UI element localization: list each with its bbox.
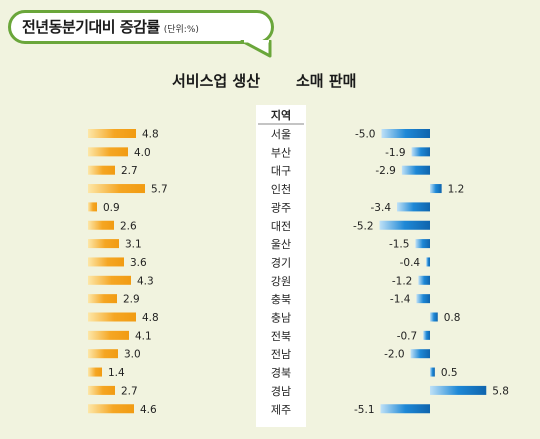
service-bar [88,385,115,395]
region-column-panel [256,105,306,427]
service-value-label: 0.9 [103,202,120,214]
retail-value-label: -2.9 [375,165,396,177]
service-bar [88,367,102,377]
service-bar [88,239,119,249]
region-label: 서울 [271,128,291,141]
retail-bar [381,129,430,138]
service-value-label: 4.3 [137,275,154,287]
service-bar [88,202,97,212]
region-label: 울산 [271,238,291,251]
retail-bar [379,220,430,230]
region-label: 부산 [271,146,291,159]
service-bar [88,404,134,414]
service-bar [88,220,114,230]
retail-value-label: -2.0 [384,349,405,361]
region-label: 대전 [271,220,291,233]
region-label: 충남 [271,312,291,325]
service-bar [88,275,131,285]
service-value-label: 5.7 [151,184,168,196]
retail-value-label: 0.5 [441,367,458,379]
retail-value-label: -1.4 [390,294,411,306]
chart-title-text: 전년동분기대비 증감률 [22,18,160,36]
region-label: 전남 [271,348,291,361]
region-label: 경기 [271,256,291,269]
title-bubble [8,10,274,44]
retail-bar [423,330,430,340]
region-label: 대구 [271,165,291,178]
retail-bar [418,275,430,285]
service-value-label: 3.6 [130,257,147,269]
retail-value-label: -1.5 [389,239,410,251]
service-bar [88,257,124,267]
retail-value-label: -5.1 [354,404,375,416]
service-bar [88,330,129,340]
region-label: 강원 [271,275,291,288]
retail-bar [430,367,435,377]
region-column-header: 지역 [271,108,291,122]
retail-bar [380,404,430,414]
bubble-tail-icon [240,40,272,58]
retail-value-label: -0.4 [400,257,421,269]
retail-header: 소매 판매 [296,72,357,90]
retail-value-label: 1.2 [448,184,465,196]
service-bar [88,294,117,304]
region-label: 인천 [271,182,291,196]
retail-bar [416,294,430,304]
region-label: 경북 [271,367,291,380]
retail-bar [410,349,430,359]
service-value-label: 4.1 [135,330,152,342]
retail-bar [411,147,430,157]
service-value-label: 2.9 [123,294,140,306]
service-value-label: 2.7 [121,165,138,177]
service-value-label: 2.7 [121,385,138,397]
retail-value-label: 0.8 [444,312,461,324]
region-label: 광주 [271,201,291,214]
region-label: 경남 [271,385,291,398]
service-bar [88,349,118,359]
service-value-label: 4.8 [142,129,159,141]
region-label: 제주 [271,403,291,416]
service-value-label: 1.4 [108,367,125,379]
service-value-label: 4.0 [134,147,151,159]
service-value-label: 4.6 [140,404,157,416]
retail-bar [430,312,438,322]
retail-value-label: -3.4 [371,202,392,214]
retail-value-label: -0.7 [397,330,418,342]
retail-bar [401,165,430,175]
service-value-label: 3.1 [125,239,142,251]
service-bar [88,312,136,322]
chart-title: 전년동분기대비 증감률 (단위:%) [22,16,199,37]
retail-value-label: 5.8 [492,385,509,397]
retail-value-label: -1.2 [392,275,413,287]
service-bar [88,184,145,194]
retail-bar [397,202,430,212]
service-bar [88,147,128,157]
service-bar [88,165,115,175]
service-header: 서비스업 생산 [172,72,261,90]
service-bar [88,129,136,138]
retail-value-label: -5.2 [353,220,374,232]
region-label: 충북 [271,293,291,306]
retail-bar [415,239,430,249]
region-label: 전북 [271,330,291,343]
retail-bar [430,184,442,194]
retail-value-label: -5.0 [355,129,376,141]
service-value-label: 3.0 [124,349,141,361]
retail-bar [430,385,487,395]
retail-value-label: -1.9 [385,147,406,159]
retail-bar [426,257,430,267]
service-value-label: 4.8 [142,312,159,324]
unit-label: (단위:%) [163,25,199,35]
service-value-label: 2.6 [120,220,137,232]
